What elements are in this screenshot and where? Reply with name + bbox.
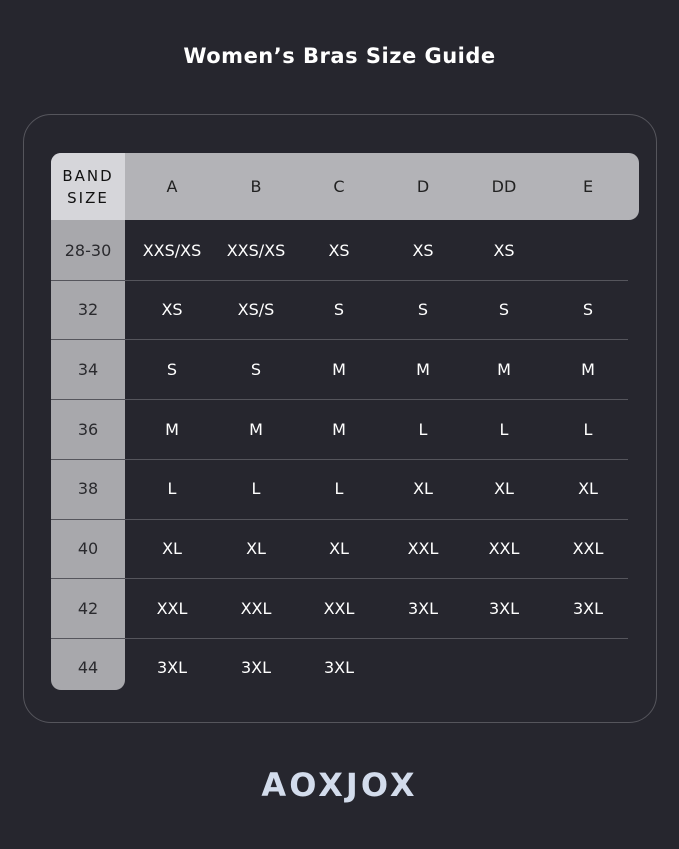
size-cell: M (497, 359, 511, 379)
size-cell (546, 220, 630, 280)
size-cell: 3XL (156, 658, 188, 678)
size-cell: M (332, 359, 346, 379)
size-cell: XXS/XS (226, 240, 286, 260)
size-cell: M (165, 419, 179, 439)
cup-header: D (416, 177, 430, 196)
band-size-cell: 42 (77, 598, 99, 618)
size-cell: XXL (407, 539, 439, 558)
size-cell: XS (328, 240, 350, 260)
page-title: Women’s Bras Size Guide (183, 44, 496, 68)
size-cell: XS/S (237, 300, 275, 320)
size-cell: XXL (488, 539, 520, 558)
band-size-cell: 32 (77, 300, 99, 320)
size-cell: XL (413, 479, 433, 499)
row-divider (51, 578, 628, 580)
cup-header-row (51, 153, 639, 220)
size-cell: XXL (572, 539, 604, 558)
size-cell: L (418, 419, 428, 439)
size-cell (381, 638, 465, 698)
size-cell: S (417, 300, 429, 320)
band-size-cell: 28-30 (64, 240, 112, 260)
size-cell: L (334, 479, 344, 499)
size-cell: XL (329, 539, 349, 558)
band-size-cell: 38 (77, 479, 99, 499)
size-cell: 3XL (323, 658, 355, 678)
size-cell: 3XL (488, 598, 520, 618)
band-size-header: BAND SIZE (51, 153, 125, 220)
band-label: BAND (62, 166, 114, 185)
size-cell: S (333, 300, 345, 320)
row-divider (51, 518, 628, 520)
band-size-cell: 36 (77, 419, 99, 439)
cup-header: A (166, 177, 178, 196)
size-cell: XS (412, 240, 434, 260)
size-table-frame (23, 114, 657, 723)
size-cell: XXL (323, 598, 355, 618)
size-cell: S (166, 359, 178, 379)
size-cell: XL (162, 539, 182, 558)
size-cell: 3XL (240, 658, 272, 678)
size-cell: 3XL (407, 598, 439, 618)
cup-header: C (333, 177, 345, 196)
row-divider (51, 339, 628, 341)
size-cell: M (332, 419, 346, 439)
band-size-cell: 44 (77, 658, 99, 678)
size-cell (546, 638, 630, 698)
row-divider (51, 399, 628, 401)
size-cell: M (249, 419, 263, 439)
size-label: SIZE (67, 188, 109, 207)
band-size-cell: 34 (77, 359, 99, 379)
size-cell: M (581, 359, 595, 379)
size-cell: L (499, 419, 509, 439)
band-size-cell: 40 (77, 539, 99, 558)
band-column (51, 153, 125, 690)
size-cell: XXS/XS (142, 240, 202, 260)
cup-header: E (582, 177, 594, 196)
brand-logo: AOXJOX (261, 766, 418, 804)
size-cell: S (498, 300, 510, 320)
row-divider (51, 279, 628, 281)
size-cell: 3XL (572, 598, 604, 618)
size-cell: XL (578, 479, 598, 499)
size-cell: S (582, 300, 594, 320)
size-cell (462, 638, 546, 698)
size-cell: S (250, 359, 262, 379)
size-cell: XL (246, 539, 266, 558)
size-cell: XS (161, 300, 183, 320)
size-cell: XS (493, 240, 515, 260)
size-cell: L (167, 479, 177, 499)
cup-header: DD (491, 177, 517, 196)
row-divider (51, 458, 628, 460)
size-cell: XXL (240, 598, 272, 618)
size-cell: L (251, 479, 261, 499)
size-cell: XXL (156, 598, 188, 618)
size-cell: M (416, 359, 430, 379)
size-cell: L (583, 419, 593, 439)
row-divider (51, 637, 628, 639)
size-cell: XL (494, 479, 514, 499)
cup-header: B (250, 177, 262, 196)
